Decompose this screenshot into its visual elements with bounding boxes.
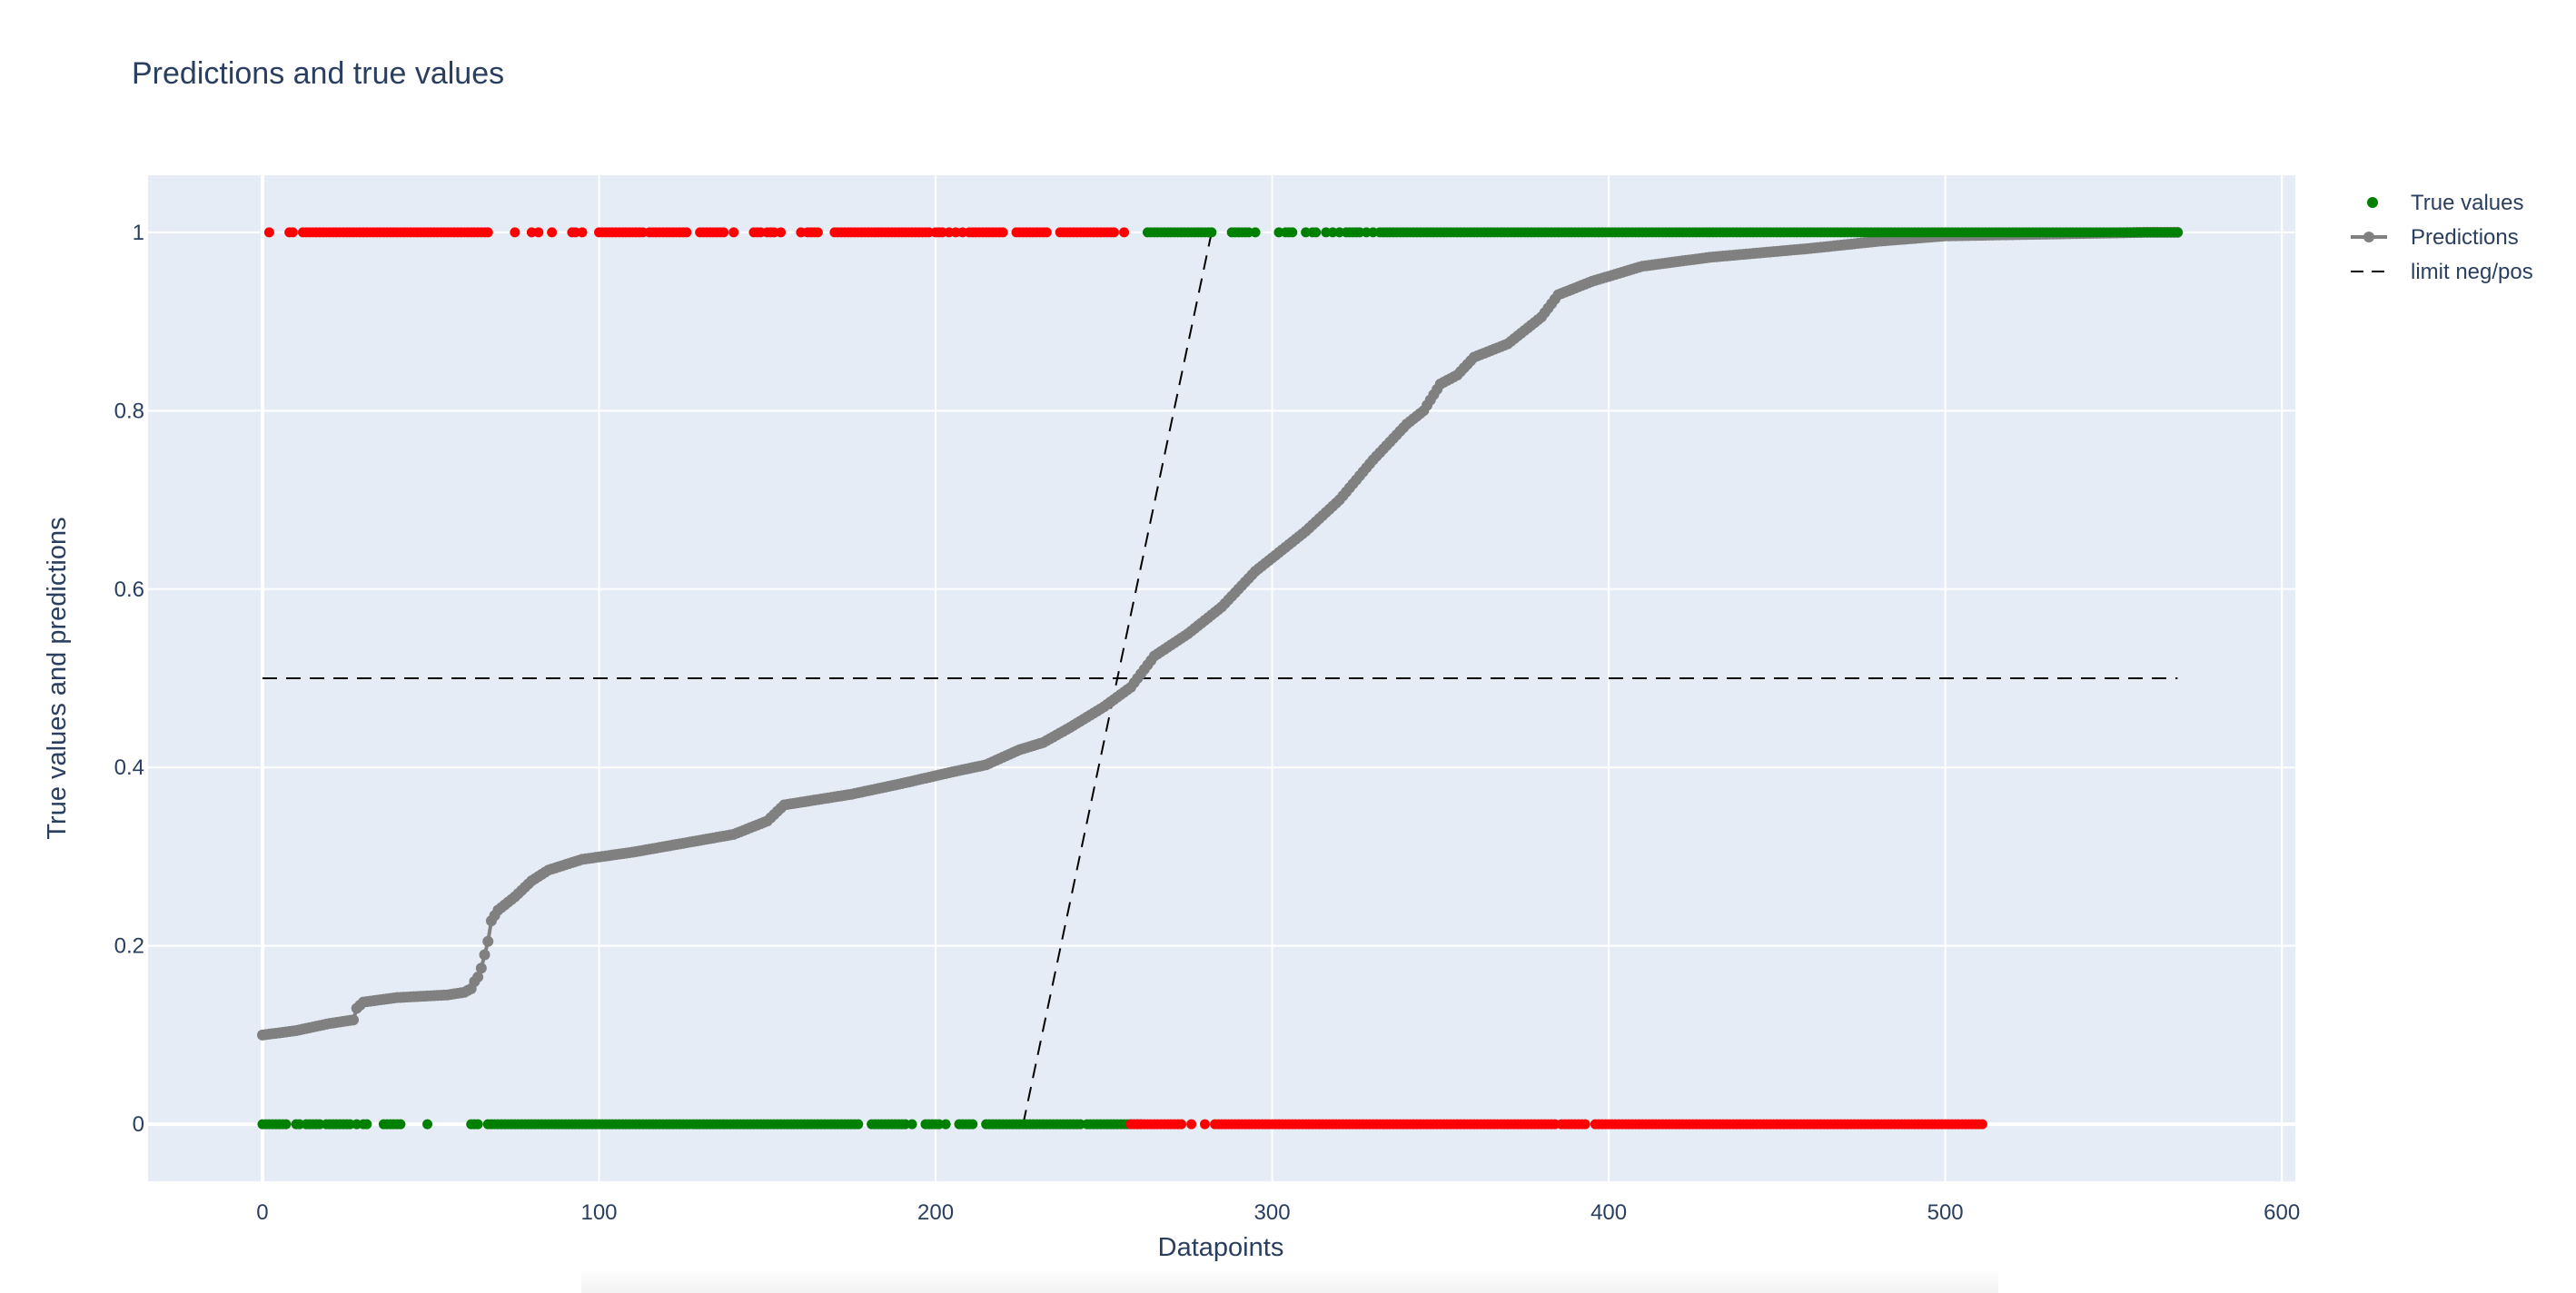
y-tick-label: 0.4 [114,755,144,780]
true-value-point [1119,227,1130,238]
true-value-point [1977,1119,1987,1130]
limit-line [1022,232,1213,1125]
x-axis-ticks: 0 100 200 300 400 500 600 [256,1200,2300,1225]
true-value-point [533,227,544,238]
true-value-point [1041,227,1052,238]
x-axis-title: Datapoints [1158,1233,1284,1262]
y-tick-label: 1 [133,221,144,245]
true-value-point [281,1119,292,1130]
true-value-point [1206,227,1217,238]
y-axis-title: True values and predictions [43,517,72,839]
true-value-point [776,227,787,238]
x-tick-label: 300 [1254,1200,1291,1225]
prediction-point [472,972,484,983]
true-value-point [967,1119,978,1130]
prediction-point [479,949,490,961]
true-value-point [812,227,823,238]
true-value-point [547,227,558,238]
true-value-point [1250,227,1261,238]
true-value-point [940,1119,951,1130]
x-tick-label: 200 [917,1200,954,1225]
bottom-fade [581,1269,1998,1293]
x-tick-label: 100 [580,1200,617,1225]
y-tick-label: 0.2 [114,934,144,959]
x-tick-label: 400 [1590,1200,1627,1225]
true-value-point [1311,227,1322,238]
true-value-point [997,227,1008,238]
y-tick-label: 0.8 [114,399,144,423]
true-value-point [577,227,588,238]
legend[interactable]: True values Predictions limit neg/pos [2351,191,2533,284]
true-value-point [510,227,520,238]
true-value-point [907,1119,917,1130]
x-tick-label: 0 [256,1200,268,1225]
legend-item[interactable]: True values [2367,191,2524,215]
true-value-point [1287,227,1298,238]
prediction-point [348,1014,360,1026]
x-tick-label: 600 [2264,1200,2300,1225]
legend-label: limit neg/pos [2411,260,2533,284]
x-tick-label: 500 [1927,1200,1964,1225]
true-value-point [718,227,729,238]
prediction-point [475,962,487,974]
true-value-point [681,227,692,238]
prediction-point [482,935,494,947]
y-axis-ticks: 0 0.2 0.4 0.6 0.8 1 [114,221,144,1137]
true-value-point [1186,1119,1197,1130]
true-value-point [395,1119,406,1130]
true-value-point [1199,1119,1210,1130]
true-value-point [1176,1119,1187,1130]
legend-item[interactable]: Predictions [2351,225,2519,250]
legend-marker [2367,197,2378,208]
true-value-point [263,227,274,238]
true-value-point [287,227,298,238]
y-tick-label: 0 [133,1112,144,1137]
legend-label: True values [2411,191,2524,215]
true-value-point [1580,1119,1590,1130]
true-values-series [257,227,2183,1130]
y-tick-label: 0.6 [114,577,144,602]
limit-lines [262,232,2178,1125]
legend-label: Predictions [2411,225,2519,250]
legend-marker [2363,232,2374,242]
true-value-point [362,1119,372,1130]
true-value-point [472,1119,483,1130]
true-value-point [1108,227,1119,238]
legend-item[interactable]: limit neg/pos [2351,260,2533,284]
true-value-point [728,227,739,238]
true-value-point [422,1119,433,1130]
true-value-point [2172,227,2183,238]
true-value-point [482,227,493,238]
true-value-point [853,1119,864,1130]
chart-title: Predictions and true values [132,56,504,91]
predictions-series [256,226,2184,1041]
